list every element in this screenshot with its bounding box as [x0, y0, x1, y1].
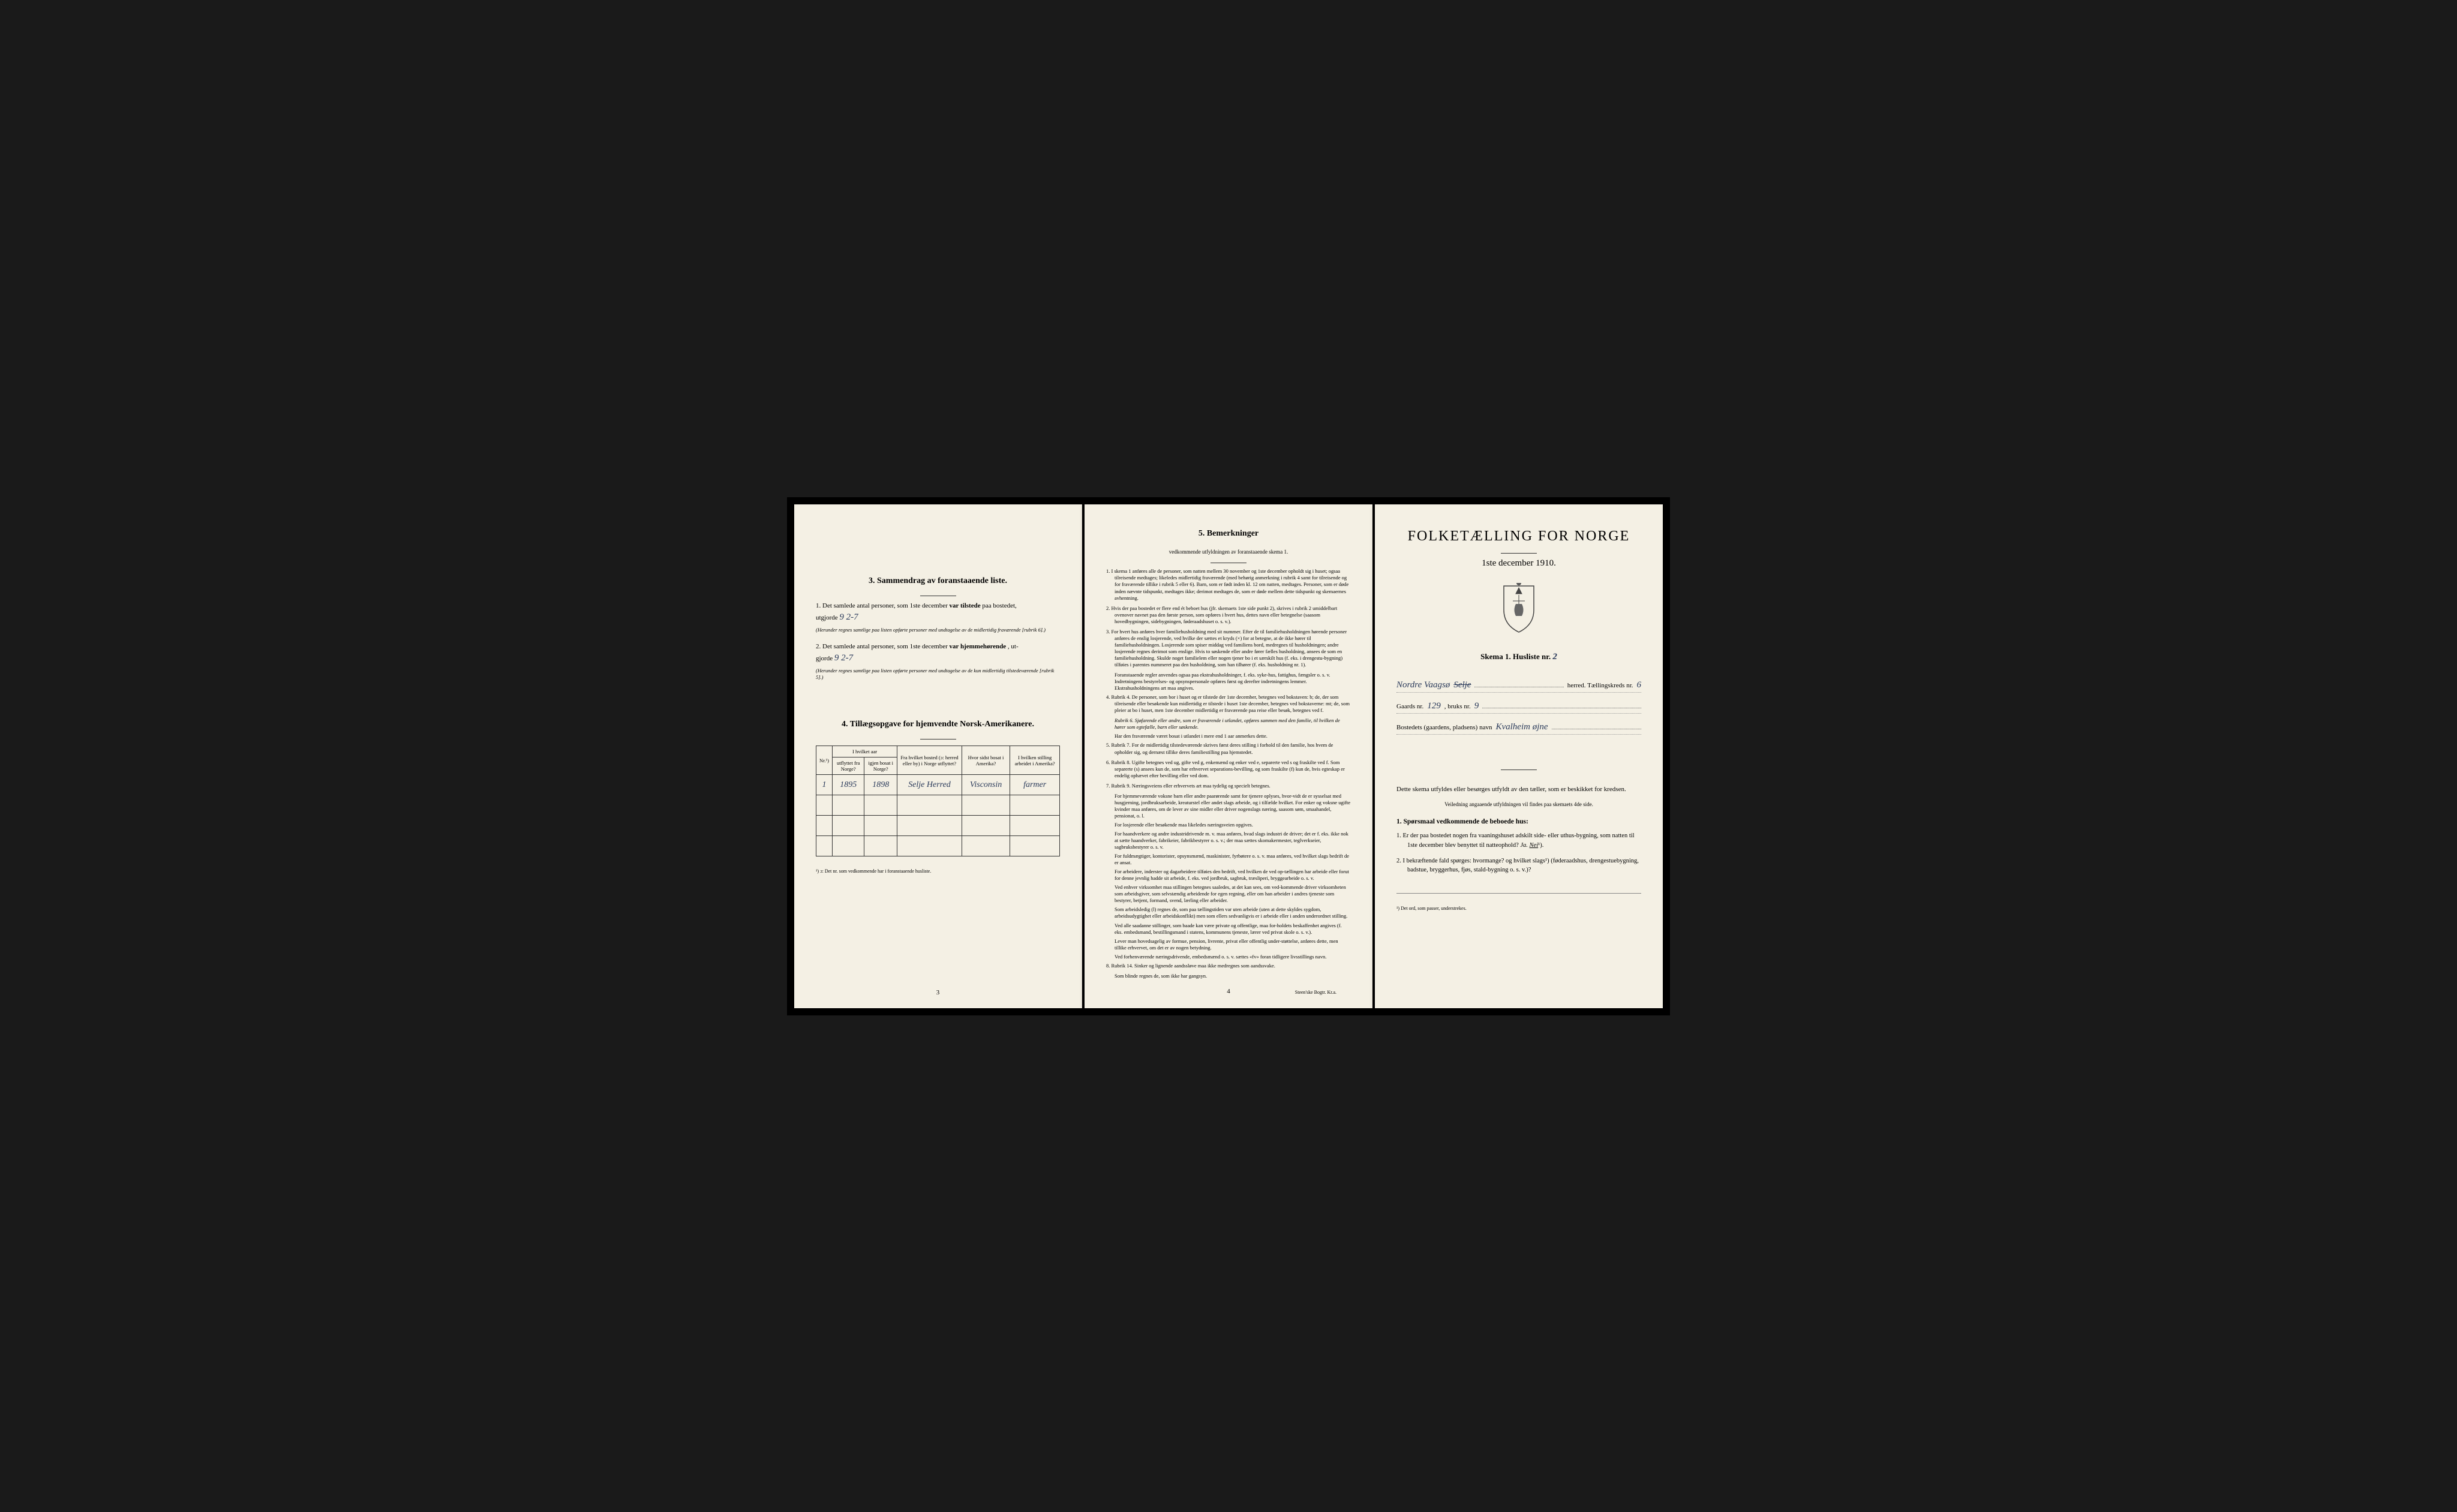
handwritten-count-1: 9 2-7 [839, 612, 858, 622]
census-date: 1ste december 1910. [1396, 558, 1641, 569]
divider [920, 739, 956, 740]
remark-7: 7. Rubrik 9. Næringsveiens eller erhverv… [1106, 783, 1351, 789]
table-row [816, 816, 1060, 836]
remark-1: 1. I skema 1 anføres alle de personer, s… [1106, 568, 1351, 601]
section-5-subtitle: vedkommende utfyldningen av foranstaaend… [1106, 549, 1351, 556]
page-4: 5. Bemerkninger vedkommende utfyldningen… [1085, 504, 1372, 1008]
emigrant-table: Nr.¹) I hvilket aar Fra hvilket bosted (… [816, 746, 1060, 857]
table-body: 1 1895 1898 Selje Herred Visconsin farme… [816, 775, 1060, 856]
question-2: 2. I bekræftende fald spørges: hvormange… [1396, 856, 1641, 876]
bosted-name: Kvalheim øjne [1495, 722, 1548, 732]
remark-7c: For losjerende eller besøkende maa likel… [1106, 822, 1351, 828]
section-4-heading: 4. Tillægsopgave for hjemvendte Norsk-Am… [816, 720, 1060, 729]
herred-struck: Selje [1453, 680, 1471, 690]
page-number: 4 [1227, 987, 1230, 996]
question-1: 1. Er der paa bostedet nogen fra vaaning… [1396, 831, 1641, 850]
gaards-line: Gaards nr. 129 , bruks nr. 9 [1396, 701, 1641, 714]
table-footnote: ¹) ɔ: Det nr. som vedkommende har i fora… [816, 868, 1060, 874]
kreds-number: 6 [1637, 680, 1642, 690]
bruks-nr: 9 [1474, 701, 1479, 711]
page-1-cover: FOLKETÆLLING FOR NORGE 1ste december 191… [1375, 504, 1663, 1008]
summary-item-2: 2. Det samlede antal personer, som 1ste … [816, 642, 1060, 681]
census-title: FOLKETÆLLING FOR NORGE [1396, 528, 1641, 545]
col-back: igjen bosat i Norge? [864, 757, 897, 775]
divider [1396, 893, 1641, 894]
herred-name: Nordre Vaagsø [1396, 680, 1450, 690]
remark-8b: Som blinde regnes de, som ikke har gangs… [1106, 973, 1351, 979]
skema-line: Skema 1. Husliste nr. 2 [1396, 652, 1641, 662]
husliste-number: 2 [1552, 652, 1557, 662]
table-row [816, 795, 1060, 816]
printer-mark: Steen'ske Bogtr. Kr.a. [1295, 990, 1336, 996]
col-year-group: I hvilket aar [833, 746, 897, 757]
divider [1501, 553, 1537, 554]
section-5-heading: 5. Bemerkninger [1106, 528, 1351, 539]
bosted-line: Bostedets (gaardens, pladsens) navn Kval… [1396, 722, 1641, 735]
herred-line: Nordre Vaagsø Selje herred. Tællingskred… [1396, 680, 1641, 693]
remark-3b: Foranstaaende regler anvendes ogsaa paa … [1106, 672, 1351, 692]
remark-7k: Ved forhenværende næringsdrivende, embed… [1106, 954, 1351, 960]
remark-7b: For hjemmeværende voksne barn eller andr… [1106, 793, 1351, 819]
answer-nei-underlined: Nei [1530, 842, 1539, 849]
remark-2: 2. Hvis der paa bostedet er flere end ét… [1106, 605, 1351, 625]
remark-5: 5. Rubrik 7. For de midlertidig tilstede… [1106, 742, 1351, 755]
section-3-heading: 3. Sammendrag av foranstaaende liste. [816, 576, 1060, 586]
document-tri-fold: 3. Sammendrag av foranstaaende liste. 1.… [787, 497, 1670, 1015]
footnote-right: ¹) Det ord, som passer, understrekes. [1396, 906, 1641, 911]
summary-item-1: 1. Det samlede antal personer, som 1ste … [816, 601, 1060, 633]
remark-8: 8. Rubrik 14. Sinker og lignende aandssl… [1106, 963, 1351, 969]
remark-7j: Lever man hovedsagelig av formue, pensio… [1106, 938, 1351, 951]
instruction-1: Dette skema utfyldes eller besørges utfy… [1396, 784, 1641, 795]
page-number: 3 [936, 989, 940, 996]
remark-7h: Som arbeidsledig (l) regnes de, som paa … [1106, 906, 1351, 919]
divider [1501, 769, 1537, 770]
handwritten-count-2: 9 2-7 [834, 653, 853, 663]
page-3: 3. Sammendrag av foranstaaende liste. 1.… [794, 504, 1082, 1008]
question-heading: 1. Spørsmaal vedkommende de beboede hus: [1396, 818, 1641, 825]
remark-3: 3. For hvert hus anføres hver familiehus… [1106, 629, 1351, 668]
remark-4: 4. Rubrik 4. De personer, som bor i huse… [1106, 694, 1351, 714]
table-row [816, 836, 1060, 856]
col-from: Fra hvilket bosted (ɔ: herred eller by) … [897, 746, 962, 775]
remark-4c: Har den fraværende været bosat i utlande… [1106, 733, 1351, 740]
remark-7f: For arbeidere, inderster og dagarbeidere… [1106, 868, 1351, 882]
gaards-nr: 129 [1427, 701, 1441, 711]
remarks-container: 1. I skema 1 anføres alle de personer, s… [1106, 568, 1351, 979]
col-nr: Nr.¹) [816, 746, 833, 775]
coat-of-arms-icon [1498, 583, 1540, 634]
remark-7i: Ved alle saadanne stillinger, som baade … [1106, 922, 1351, 936]
remark-7d: For haandverkere og andre industridriven… [1106, 831, 1351, 850]
remark-4b: Rubrik 6. Sjøfarende eller andre, som er… [1106, 717, 1351, 731]
instruction-2: Veiledning angaaende utfyldningen vil fi… [1396, 801, 1641, 807]
remark-7e: For fuldmægtiger, kontorister, opsynsmæn… [1106, 853, 1351, 866]
col-out: utflyttet fra Norge? [833, 757, 864, 775]
col-job: I hvilken stilling arbeidet i Amerika? [1010, 746, 1060, 775]
remark-7g: Ved enhver virksomhet maa stillingen bet… [1106, 884, 1351, 904]
table-row: 1 1895 1898 Selje Herred Visconsin farme… [816, 775, 1060, 795]
remark-6: 6. Rubrik 8. Ugifte betegnes ved ug, gif… [1106, 759, 1351, 779]
col-where: Hvor sidst bosat i Amerika? [962, 746, 1010, 775]
